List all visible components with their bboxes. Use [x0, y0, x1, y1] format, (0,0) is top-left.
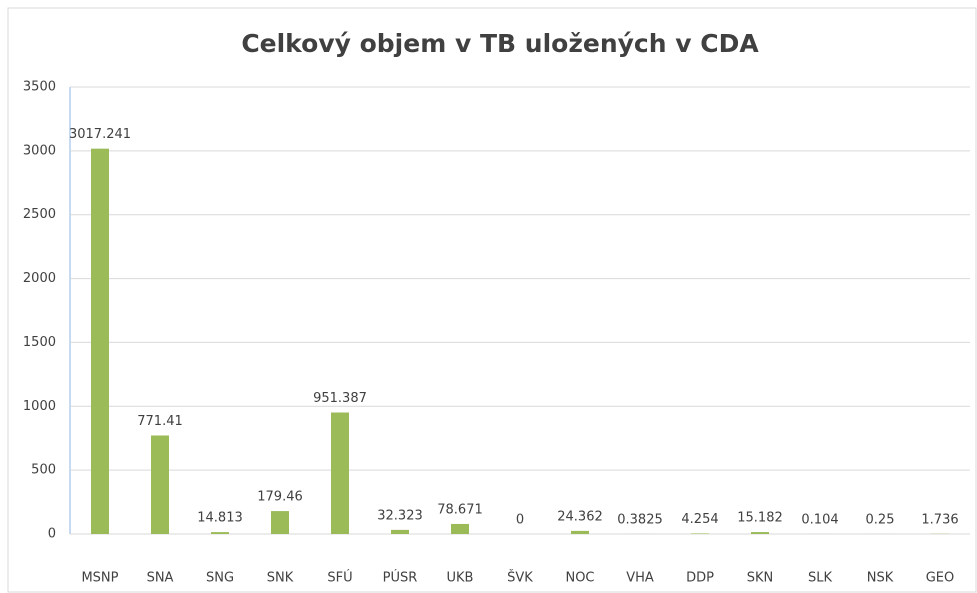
x-tick-label: PÚSR [383, 570, 418, 586]
y-tick-label: 3500 [23, 80, 56, 95]
bar [271, 511, 289, 534]
data-label: 15.182 [737, 511, 783, 526]
y-tick-label: 2000 [23, 271, 56, 286]
y-tick-label: 3000 [23, 143, 56, 158]
bar [151, 435, 169, 534]
x-tick-label: GEO [926, 571, 955, 586]
x-tick-label: UKB [447, 571, 474, 586]
x-tick-label: SLK [808, 571, 832, 586]
y-tick-label: 1500 [23, 335, 56, 350]
chart-title: Celkový objem v TB uložených v CDA [241, 29, 759, 58]
y-tick-label: 2500 [23, 207, 56, 222]
x-tick-label: NSK [867, 571, 894, 586]
bar [571, 530, 589, 534]
bar [331, 412, 349, 534]
data-label: 179.46 [257, 490, 303, 505]
y-tick-label: 0 [48, 527, 56, 542]
x-tick-label: SKN [747, 571, 774, 586]
data-label: 24.362 [557, 509, 603, 524]
y-tick-label: 1000 [23, 399, 56, 414]
data-label: 0.25 [866, 512, 895, 527]
data-label: 4.254 [681, 512, 718, 527]
x-tick-label: SNK [267, 571, 294, 586]
x-tick-label: SNA [147, 571, 174, 586]
bar [751, 532, 769, 534]
bar [391, 529, 409, 534]
chart-frame [7, 7, 977, 593]
data-label: 0.3825 [617, 512, 663, 527]
data-label: 78.671 [437, 502, 483, 517]
bar [691, 533, 709, 534]
x-tick-label: DDP [686, 571, 714, 586]
data-label: 0.104 [801, 512, 838, 527]
data-label: 32.323 [377, 508, 423, 523]
data-label: 3017.241 [69, 127, 131, 142]
bar [211, 532, 229, 534]
x-tick-label: ŠVK [507, 570, 533, 586]
x-tick-label: SFÚ [327, 570, 352, 586]
x-tick-label: MSNP [81, 571, 118, 586]
data-label: 14.813 [197, 511, 243, 526]
data-label: 771.41 [137, 414, 183, 429]
x-tick-label: NOC [565, 571, 594, 586]
x-tick-label: SNG [206, 571, 234, 586]
y-tick-label: 500 [31, 463, 56, 478]
data-label: 951.387 [313, 391, 367, 406]
x-tick-label: VHA [626, 571, 654, 586]
data-label: 1.736 [921, 512, 958, 527]
data-label: 0 [516, 513, 524, 528]
bar [91, 148, 109, 535]
bar [451, 523, 469, 534]
